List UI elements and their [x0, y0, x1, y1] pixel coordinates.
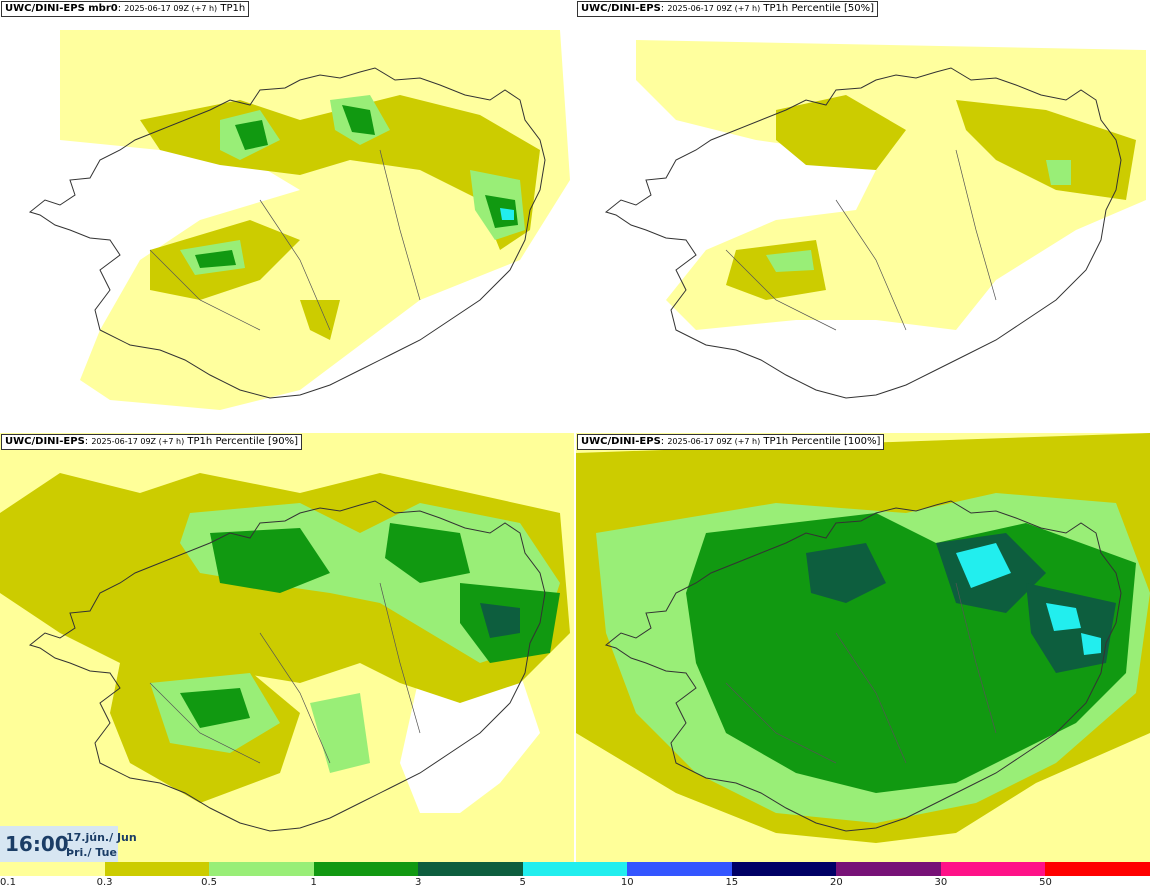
legend-tick-label: 0.5	[201, 877, 218, 888]
field-name: TP1h	[187, 436, 213, 447]
legend-swatch	[313, 862, 419, 876]
panel-divider	[0, 430, 1150, 433]
model-name: UWC/DINI-EPS mbr0	[5, 3, 118, 14]
percentile-label: Percentile [50%]	[791, 3, 874, 14]
legend-tick-label: 0.1	[0, 877, 16, 888]
percentile-label: Percentile [100%]	[791, 436, 881, 447]
map-panel-p100: UWC/DINI-EPS: 2025-06-17 09Z (+7 h) TP1h…	[576, 433, 1150, 863]
map-panel-p50: UWC/DINI-EPS: 2025-06-17 09Z (+7 h) TP1h…	[576, 0, 1150, 430]
panel-title: UWC/DINI-EPS: 2025-06-17 09Z (+7 h) TP1h…	[577, 1, 878, 17]
legend-swatch	[731, 862, 837, 876]
percentile-label: Percentile [90%]	[215, 436, 298, 447]
legend-tick-label: 30	[934, 877, 948, 888]
map-panel-p90: UWC/DINI-EPS: 2025-06-17 09Z (+7 h) TP1h…	[0, 433, 574, 863]
legend-swatch	[209, 862, 314, 876]
map-panel-member0: UWC/DINI-EPS mbr0: 2025-06-17 09Z (+7 h)…	[0, 0, 574, 430]
valid-time-date: 17.jún./ Jun	[66, 831, 137, 844]
legend-color-bar	[0, 862, 1150, 876]
precip-map	[576, 433, 1150, 863]
precip-map	[576, 0, 1150, 430]
legend-tick-label: 20	[829, 877, 843, 888]
run-time: 2025-06-17 09Z (+7 h)	[667, 437, 761, 446]
run-time: 2025-06-17 09Z (+7 h)	[124, 4, 218, 13]
legend-swatch	[836, 862, 941, 876]
model-name: UWC/DINI-EPS	[5, 436, 85, 447]
run-time: 2025-06-17 09Z (+7 h)	[667, 4, 761, 13]
valid-time-box: 16:00 17.jún./ Jun Þri./ Tue	[0, 826, 137, 862]
field-name: TP1h	[763, 3, 789, 14]
legend-swatch	[104, 862, 210, 876]
legend-tick-label: 3	[414, 877, 422, 888]
legend-swatch	[0, 862, 105, 876]
legend-swatch	[418, 862, 523, 876]
field-name: TP1h	[763, 436, 789, 447]
legend-tick-label: 1	[310, 877, 317, 888]
valid-time-clock: 16:00	[5, 832, 69, 856]
precip-map	[0, 0, 574, 430]
legend-swatch	[1045, 862, 1150, 876]
legend-swatch	[627, 862, 732, 876]
run-time: 2025-06-17 09Z (+7 h)	[91, 437, 185, 446]
legend-tick-label: 15	[725, 877, 739, 888]
legend-tick-label: 5	[519, 877, 526, 888]
legend-tick-label: 10	[620, 877, 634, 888]
model-name: UWC/DINI-EPS	[581, 3, 661, 14]
panel-title: UWC/DINI-EPS: 2025-06-17 09Z (+7 h) TP1h…	[1, 434, 302, 450]
valid-time-day: Þri./ Tue	[66, 846, 117, 859]
precip-legend: 0.1 0.3 0.5 1 3 5 10 15 20 30 50	[0, 862, 1150, 891]
legend-tick-label: 0.3	[96, 877, 113, 888]
legend-swatch	[522, 862, 628, 876]
panel-title: UWC/DINI-EPS mbr0: 2025-06-17 09Z (+7 h)…	[1, 1, 250, 17]
field-name: TP1h	[220, 3, 246, 14]
legend-swatch	[940, 862, 1046, 876]
precip-map	[0, 433, 574, 863]
model-name: UWC/DINI-EPS	[581, 436, 661, 447]
legend-tick-label: 50	[1039, 877, 1052, 888]
panel-title: UWC/DINI-EPS: 2025-06-17 09Z (+7 h) TP1h…	[577, 434, 885, 450]
